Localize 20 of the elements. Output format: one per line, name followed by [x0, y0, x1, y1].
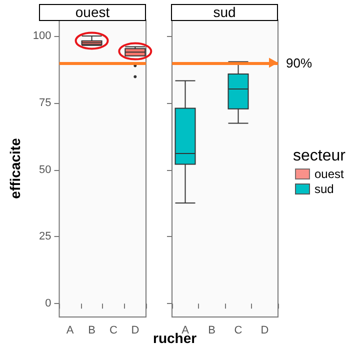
y-axis-title: efficacite — [7, 138, 23, 199]
ref-line-label: 90% — [286, 55, 312, 70]
x-tick-label: D — [131, 324, 140, 336]
chart-title: sud — [171, 4, 278, 21]
legend-label: sud — [314, 182, 334, 196]
y-tick-label: 100 — [32, 30, 52, 42]
x-tick-label: C — [234, 324, 242, 336]
y-tick-label: 25 — [39, 230, 52, 243]
legend-label: ouest — [314, 167, 345, 181]
x-tick-label: A — [66, 324, 74, 336]
x-tick-label: B — [208, 324, 216, 336]
x-tick-label: B — [88, 324, 96, 336]
x-tick-label: A — [182, 324, 190, 336]
legend-title: secteur — [293, 148, 346, 164]
x-tick-label: D — [260, 324, 269, 336]
y-tick-label: 75 — [39, 96, 52, 109]
y-tick-label: 0 — [45, 298, 52, 310]
x-tick-label: C — [109, 324, 118, 336]
y-tick-label: 50 — [39, 164, 52, 176]
chart-title: ouest — [39, 4, 146, 21]
